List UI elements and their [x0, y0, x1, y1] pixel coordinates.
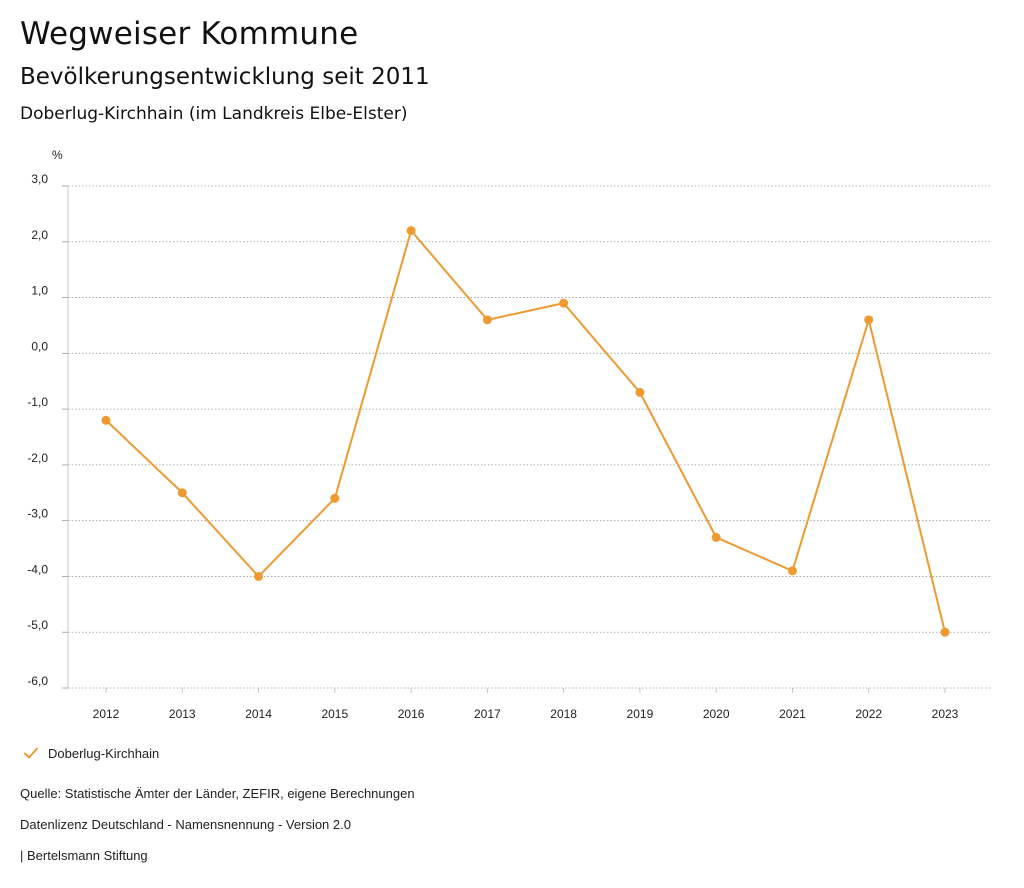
- data-point: [330, 493, 340, 503]
- x-tick-label: 2017: [474, 707, 501, 721]
- data-point: [482, 315, 492, 325]
- y-tick-label: -4,0: [27, 562, 48, 576]
- data-point: [864, 315, 874, 325]
- y-tick-label: -1,0: [27, 395, 48, 409]
- data-point: [635, 387, 645, 397]
- region-label: Doberlug-Kirchhain (im Landkreis Elbe-El…: [20, 104, 408, 124]
- chart-subtitle: Bevölkerungsentwicklung seit 2011: [20, 64, 430, 90]
- y-tick-label: 1,0: [31, 284, 48, 298]
- legend-item[interactable]: Doberlug-Kirchhain: [22, 744, 159, 762]
- data-point: [406, 226, 416, 236]
- line-chart: % 3,0 2,0 1,0 0,0 -1,0 -2,0 -3,0 -4,0 -5,0 -6,0 201…: [27, 148, 990, 721]
- series-line: [105, 229, 946, 633]
- y-tick-label: -3,0: [27, 507, 48, 521]
- x-tick-label: 2013: [169, 707, 196, 721]
- data-point: [787, 566, 797, 576]
- x-tick-label: 2019: [627, 707, 654, 721]
- license-note: Datenlizenz Deutschland - Namensnennung …: [20, 817, 351, 832]
- page-title: Wegweiser Kommune: [20, 16, 359, 52]
- x-tick-label: 2018: [550, 707, 577, 721]
- legend-label: Doberlug-Kirchhain: [48, 745, 160, 761]
- x-tick-label: 2016: [398, 707, 425, 721]
- check-icon: [24, 747, 38, 759]
- x-tick-label: 2015: [321, 707, 348, 721]
- y-axis-unit-label: %: [52, 148, 63, 162]
- y-tick-label: 2,0: [31, 228, 48, 242]
- x-tick-label: 2022: [855, 707, 882, 721]
- data-point: [559, 298, 569, 308]
- y-tick-label: 0,0: [31, 339, 48, 353]
- data-point: [254, 571, 264, 581]
- y-tick-label: -6,0: [27, 674, 48, 688]
- publisher-note: | Bertelsmann Stiftung: [20, 848, 148, 863]
- y-tick-label: -5,0: [27, 618, 48, 632]
- x-tick-label: 2014: [245, 707, 272, 721]
- x-tick-label: 2023: [932, 707, 959, 721]
- x-tick-label: 2021: [779, 707, 806, 721]
- x-tick-label: 2012: [93, 707, 120, 721]
- data-point: [711, 532, 721, 542]
- data-point: [177, 488, 187, 498]
- data-point: [101, 415, 111, 425]
- y-tick-label: -2,0: [27, 451, 48, 465]
- source-note: Quelle: Statistische Ämter der Länder, Z…: [20, 786, 415, 801]
- y-tick-label: 3,0: [31, 172, 48, 186]
- data-point: [940, 627, 950, 637]
- x-tick-label: 2020: [703, 707, 730, 721]
